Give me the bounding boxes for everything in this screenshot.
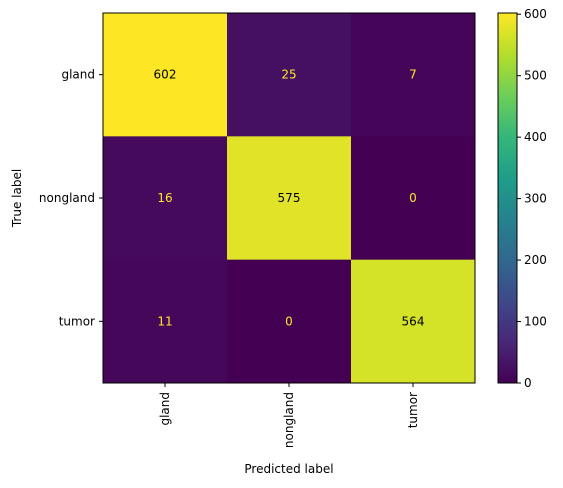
heatmap-cell-gland-gland — [103, 13, 228, 137]
heatmap-cell-nongland-nongland — [227, 136, 352, 261]
cell-value-label: 16 — [157, 191, 172, 205]
y-axis-label: True label — [10, 169, 24, 228]
y-tick-label-nongland: nongland — [39, 191, 95, 205]
colorbar-tick-label: 0 — [524, 376, 532, 390]
y-tick-label-tumor: tumor — [59, 314, 95, 328]
colorbar — [497, 12, 518, 384]
colorbar-tick-label: 600 — [524, 7, 547, 21]
cell-value-labels: 602 25 7 16 575 0 11 0 564 — [154, 68, 425, 329]
heatmap-cell-tumor-nongland — [227, 259, 352, 384]
heatmap-cell-nongland-tumor — [351, 136, 476, 261]
cell-value-label: 575 — [278, 191, 301, 205]
cell-value-label: 25 — [281, 68, 296, 82]
heatmap-cell-gland-tumor — [351, 13, 476, 137]
x-axis-ticks: gland nongland tumor — [158, 383, 420, 448]
colorbar-tick-label: 100 — [524, 315, 547, 329]
x-tick-label-nongland: nongland — [282, 392, 296, 448]
cell-value-label: 0 — [285, 314, 293, 328]
cell-value-label: 11 — [157, 314, 172, 328]
heatmap-cell-gland-nongland — [227, 13, 352, 137]
colorbar-tick-label: 400 — [524, 130, 547, 144]
cell-value-label: 564 — [402, 314, 425, 328]
cell-value-label: 0 — [409, 191, 417, 205]
heatmap-cell-nongland-gland — [103, 136, 228, 261]
colorbar-tick-label: 200 — [524, 253, 547, 267]
y-tick-label-gland: gland — [61, 68, 95, 82]
colorbar-ticks: 0 100 200 300 400 500 600 — [517, 7, 547, 390]
heatmap-cell-tumor-tumor — [351, 259, 476, 384]
heatmap-cells — [103, 13, 476, 384]
colorbar-tick-label: 500 — [524, 69, 547, 83]
x-tick-label-tumor: tumor — [406, 392, 420, 428]
x-axis-label: Predicted label — [244, 462, 333, 476]
colorbar-tick-label: 300 — [524, 192, 547, 206]
cell-value-label: 7 — [409, 68, 417, 82]
cell-value-label: 602 — [154, 68, 177, 82]
heatmap-cell-tumor-gland — [103, 259, 228, 384]
x-tick-label-gland: gland — [158, 392, 172, 426]
y-axis-ticks: gland nongland tumor — [39, 68, 103, 328]
